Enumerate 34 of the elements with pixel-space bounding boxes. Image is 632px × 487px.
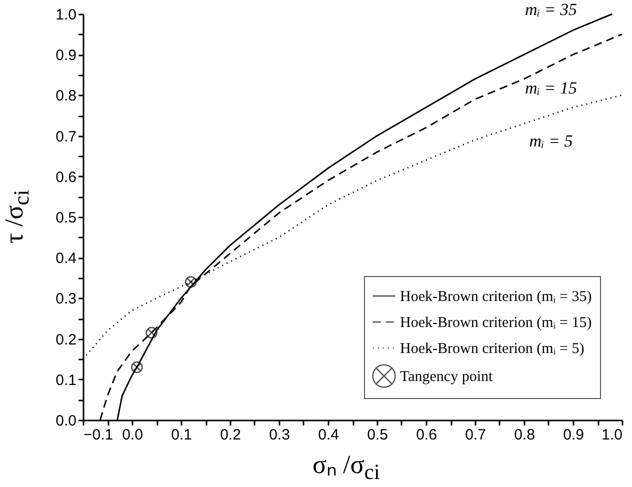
annotation: mᵢ = 35 [525, 0, 577, 20]
y-tick-label: 0.7 [56, 128, 76, 146]
y-tick-label: 0.0 [56, 412, 76, 430]
y-tick-label: 0.8 [56, 88, 76, 105]
x-tick-label: 0.9 [563, 426, 584, 444]
y-tick-label: 0.2 [56, 331, 76, 348]
point [131, 361, 143, 374]
y-tick-label: 0.1 [56, 372, 76, 389]
legend-label: Hoek-Brown criterion (mᵢ = 15) [400, 315, 592, 331]
x-tick-label: 0.2 [220, 426, 241, 444]
x-tick-label: 0.1 [171, 426, 192, 444]
annotation: mᵢ = 5 [529, 131, 573, 150]
y-tick-label: 0.6 [56, 168, 76, 186]
x-tick-label: −0.1 [84, 426, 114, 444]
x-tick-label: 0.8 [514, 426, 535, 444]
x-tick-label: 0.0 [122, 426, 143, 444]
legend-label: Hoek-Brown criterion (mᵢ = 35) [400, 289, 592, 305]
point [146, 326, 158, 339]
y-tick-label: 0.3 [56, 290, 76, 308]
x-tick-label: 0.3 [269, 426, 290, 444]
x-axis-title: σₙ /σ$_{ci}$ [312, 449, 380, 486]
y-tick-label: 0.9 [56, 47, 76, 64]
annotation: mᵢ = 15 [525, 78, 577, 98]
x-tick-label: 1.0 [602, 426, 622, 444]
point [184, 276, 197, 288]
y-tick-label: 1.0 [56, 6, 76, 24]
y-tick-label: 0.5 [56, 210, 76, 226]
x-tick-label: 0.4 [318, 426, 339, 444]
x-tick-label: 0.7 [465, 426, 486, 444]
legend-label: Hoek-Brown criterion (mᵢ = 5) [400, 341, 584, 357]
x-tick-label: 0.6 [416, 426, 437, 444]
y-tick-label: 0.4 [56, 250, 76, 268]
legend-label: Tangency point [400, 369, 494, 385]
x-tick-label: 0.5 [367, 426, 388, 444]
